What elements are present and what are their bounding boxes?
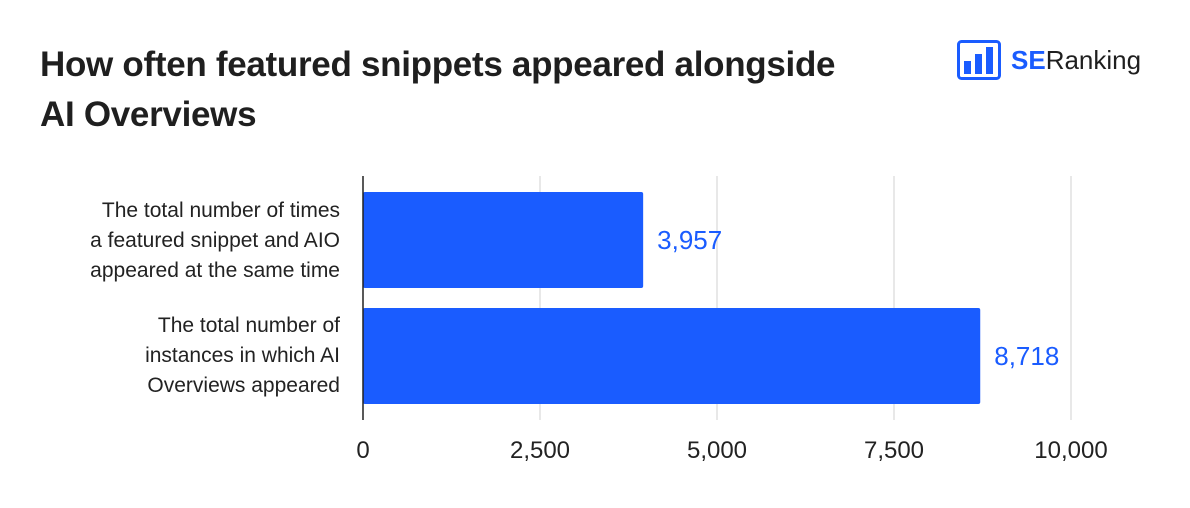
category-label-1: The total number of times a featured sni…	[20, 196, 340, 286]
chart-title-line-2: AI Overviews	[40, 95, 257, 134]
value-label-1: 3,957	[657, 225, 722, 255]
chart-title: How often featured snippets appeared alo…	[40, 40, 900, 140]
x-tick-label-3: 7,500	[864, 437, 924, 464]
category-label-2-line-1: The total number of	[157, 314, 340, 337]
logo-brand-bold: SE	[1011, 44, 1046, 75]
category-label-2-line-2: instances in which AI	[145, 344, 340, 367]
se-ranking-logo: SERanking	[957, 40, 1141, 80]
category-label-1-line-3: appeared at the same time	[90, 259, 340, 282]
x-tick-label-4: 10,000	[1034, 437, 1107, 464]
logo-text: SERanking	[1011, 45, 1141, 76]
category-label-2-line-3: Overviews appeared	[147, 374, 340, 397]
chart-title-line-1: How often featured snippets appeared alo…	[40, 45, 836, 84]
category-label-2: The total number of instances in which A…	[20, 311, 340, 401]
category-label-1-line-2: a featured snippet and AIO	[90, 229, 340, 252]
value-label-2: 8,718	[994, 341, 1059, 371]
x-tick-label-0: 0	[356, 437, 369, 464]
x-tick-label-1: 2,500	[510, 437, 570, 464]
category-label-1-line-1: The total number of times	[101, 199, 340, 222]
x-tick-label-2: 5,000	[687, 437, 747, 464]
bar-1	[363, 192, 644, 288]
bar-chart-logo-icon	[957, 40, 1001, 80]
logo-brand-rest: Ranking	[1045, 44, 1142, 75]
bar-2	[363, 308, 981, 404]
